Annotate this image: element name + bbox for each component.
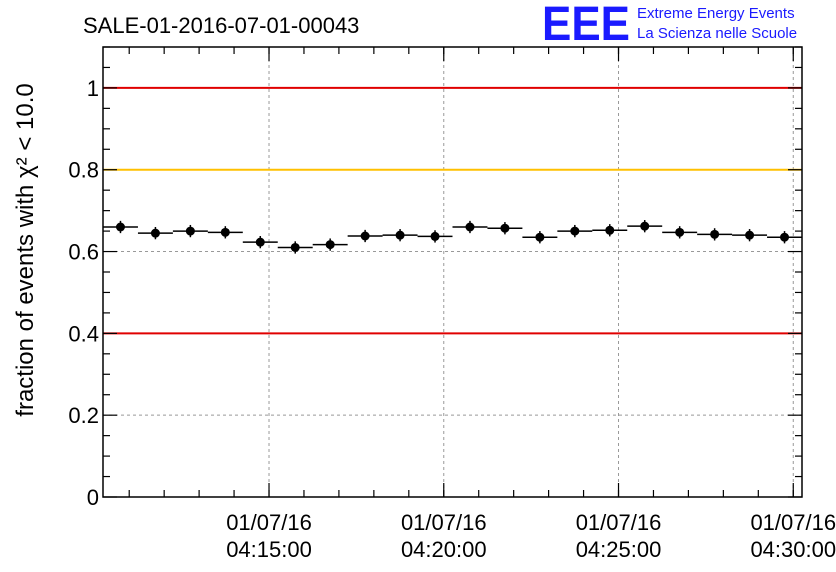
y-tick-label: 0.4 bbox=[68, 321, 99, 346]
x-tick-labels: 01/07/1604:15:0001/07/1604:20:0001/07/16… bbox=[226, 510, 836, 562]
point-marker bbox=[395, 230, 405, 240]
point-marker bbox=[570, 226, 580, 236]
y-tick-label: 0.6 bbox=[68, 240, 99, 265]
data-point bbox=[662, 226, 698, 239]
data-point bbox=[487, 222, 523, 235]
data-point bbox=[172, 224, 208, 238]
point-marker bbox=[745, 230, 755, 240]
data-point bbox=[592, 224, 628, 237]
plot-frame bbox=[102, 46, 803, 498]
point-marker bbox=[185, 226, 195, 236]
data-points bbox=[103, 220, 802, 254]
chart-title: SALE-01-2016-07-01-00043 bbox=[83, 13, 359, 38]
data-point bbox=[767, 231, 802, 244]
plot-border bbox=[102, 46, 803, 498]
data-point bbox=[452, 220, 488, 234]
data-point bbox=[103, 220, 138, 234]
x-tick-label-time: 04:15:00 bbox=[226, 537, 312, 562]
x-tick-label-date: 01/07/16 bbox=[750, 510, 836, 535]
point-marker bbox=[605, 225, 615, 235]
data-point bbox=[312, 238, 348, 251]
y-tick-labels: 0 0.2 0.4 0.6 0.8 1 bbox=[68, 76, 99, 510]
point-marker bbox=[150, 228, 160, 238]
data-point bbox=[277, 241, 313, 254]
point-marker bbox=[430, 231, 440, 241]
data-point bbox=[137, 227, 173, 240]
point-marker bbox=[465, 222, 475, 232]
point-marker bbox=[115, 222, 125, 232]
data-point bbox=[347, 229, 383, 243]
point-marker bbox=[325, 240, 335, 250]
x-tick-label-time: 04:20:00 bbox=[401, 537, 487, 562]
data-point bbox=[627, 220, 663, 233]
point-marker bbox=[675, 227, 685, 237]
logo-mark: EEE bbox=[542, 0, 630, 51]
logo-line-1: Extreme Energy Events bbox=[637, 5, 795, 22]
point-marker bbox=[535, 232, 545, 242]
x-tick-label-date: 01/07/16 bbox=[576, 510, 662, 535]
x-tick-label-time: 04:25:00 bbox=[576, 537, 662, 562]
y-tick-label: 0.8 bbox=[68, 158, 99, 183]
x-tick-label-date: 01/07/16 bbox=[226, 510, 312, 535]
point-marker bbox=[220, 227, 230, 237]
y-tick-label: 0 bbox=[87, 485, 99, 510]
x-tick-label-date: 01/07/16 bbox=[401, 510, 487, 535]
x-tick-label-time: 04:30:00 bbox=[750, 537, 836, 562]
point-marker bbox=[640, 221, 650, 231]
axis-ticks bbox=[103, 46, 802, 498]
data-point bbox=[207, 226, 243, 239]
data-point bbox=[382, 229, 418, 242]
y-tick-label: 1 bbox=[87, 76, 99, 101]
point-marker bbox=[255, 237, 265, 247]
y-axis-label: fraction of events with χ² < 10.0 bbox=[12, 83, 39, 416]
data-point bbox=[417, 230, 453, 243]
grid-lines bbox=[103, 47, 802, 497]
point-marker bbox=[710, 229, 720, 239]
reference-lines bbox=[103, 86, 802, 335]
data-point bbox=[732, 229, 768, 242]
y-tick-label: 0.2 bbox=[68, 403, 99, 428]
data-point bbox=[557, 224, 593, 238]
point-marker bbox=[360, 231, 370, 241]
logo-line-2: La Scienza nelle Scuole bbox=[637, 25, 797, 42]
eee-logo: EEE Extreme Energy Events La Scienza nel… bbox=[542, 0, 797, 51]
data-point bbox=[697, 228, 733, 241]
data-point bbox=[522, 231, 558, 244]
point-marker bbox=[780, 232, 790, 242]
point-marker bbox=[500, 223, 510, 233]
data-point bbox=[242, 236, 278, 249]
point-marker bbox=[290, 242, 300, 252]
